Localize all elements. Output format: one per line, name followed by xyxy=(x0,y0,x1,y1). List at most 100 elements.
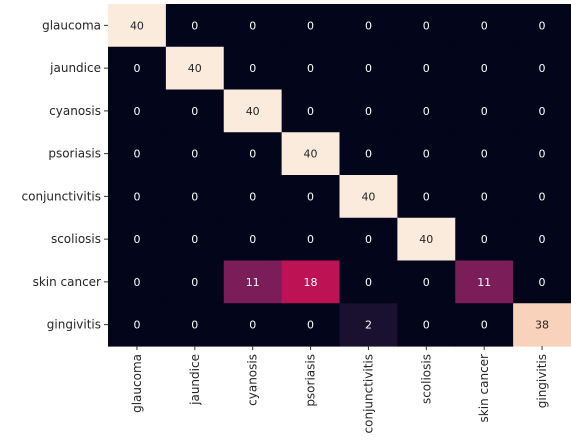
x-axis: glaucoma jaundice cyanosis psoriasis conjunc… xyxy=(130,346,549,433)
cell-value-label: 0 xyxy=(191,190,198,203)
cell-value-label: 0 xyxy=(539,276,546,289)
cell-value-label: 0 xyxy=(133,319,140,332)
heatmap-cell xyxy=(281,46,341,91)
heatmap-cell xyxy=(397,303,456,347)
heatmap-cell xyxy=(223,217,283,262)
heatmap-cell xyxy=(339,303,398,347)
cell-value-label: 40 xyxy=(246,105,260,118)
y-tick-label: cyanosis xyxy=(49,104,101,118)
cell-value-label: 2 xyxy=(365,319,372,332)
heatmap-cell xyxy=(165,217,225,262)
cell-value-label: 0 xyxy=(539,19,546,32)
heatmap-cell xyxy=(455,303,514,347)
cell-value-label: 0 xyxy=(307,62,314,75)
heatmap-cell xyxy=(223,175,283,219)
cell-value-label: 38 xyxy=(535,319,549,332)
heatmap-cells xyxy=(108,4,571,347)
heatmap-cell xyxy=(281,89,341,133)
heatmap-cell xyxy=(513,132,571,176)
heatmap-cell xyxy=(281,132,341,176)
cell-value-label: 0 xyxy=(191,105,198,118)
cell-value-label: 40 xyxy=(188,62,202,75)
cell-value-label: 0 xyxy=(133,233,140,246)
cell-value-label: 0 xyxy=(191,276,198,289)
x-tick-label: glaucoma xyxy=(130,354,144,413)
cell-value-label: 0 xyxy=(133,105,140,118)
cell-value-label: 0 xyxy=(481,105,488,118)
heatmap-cell xyxy=(165,46,225,91)
heatmap-cell xyxy=(165,175,225,219)
cell-value-label: 11 xyxy=(477,276,491,289)
cell-value-label: 0 xyxy=(307,19,314,32)
cell-value-label: 0 xyxy=(307,190,314,203)
y-axis: glaucoma jaundice cyanosis psoriasis conjunc… xyxy=(22,18,108,332)
cell-value-label: 40 xyxy=(304,148,318,161)
heatmap-cell xyxy=(165,260,225,304)
heatmap-cell xyxy=(108,217,167,262)
heatmap-cell xyxy=(108,46,167,91)
heatmap-cell xyxy=(223,4,283,48)
heatmap-cell xyxy=(339,260,398,304)
cell-value-label: 0 xyxy=(423,105,430,118)
cell-value-label: 0 xyxy=(191,148,198,161)
cell-value-label: 0 xyxy=(249,148,256,161)
cell-value-label: 0 xyxy=(481,148,488,161)
y-tick-label: scoliosis xyxy=(51,232,101,246)
cell-value-label: 0 xyxy=(423,319,430,332)
cell-value-label: 0 xyxy=(249,19,256,32)
cell-value-label: 0 xyxy=(249,319,256,332)
heatmap-cell xyxy=(223,132,283,176)
heatmap-cell xyxy=(455,132,514,176)
heatmap-cell xyxy=(455,46,514,91)
y-tick-label: skin cancer xyxy=(33,275,101,289)
cell-value-label: 0 xyxy=(481,319,488,332)
cell-value-label: 0 xyxy=(365,233,372,246)
heatmap-cell xyxy=(455,4,514,48)
heatmap-cell xyxy=(108,89,167,133)
heatmap-cell xyxy=(455,260,514,304)
heatmap-cell xyxy=(397,4,456,48)
x-tick-label: conjunctivitis xyxy=(361,354,375,433)
cell-value-label: 18 xyxy=(304,276,318,289)
heatmap-cell xyxy=(339,46,398,91)
x-tick-label: scoliosis xyxy=(419,354,433,404)
cell-value-label: 0 xyxy=(307,319,314,332)
heatmap-cell xyxy=(281,260,341,304)
heatmap-cell xyxy=(281,303,341,347)
y-tick-label: glaucoma xyxy=(42,18,101,32)
heatmap-cell xyxy=(108,4,167,48)
cell-value-label: 0 xyxy=(539,233,546,246)
cell-value-label: 0 xyxy=(481,190,488,203)
heatmap-cell xyxy=(397,89,456,133)
cell-value-label: 0 xyxy=(423,19,430,32)
heatmap-cell xyxy=(339,4,398,48)
heatmap-cell xyxy=(281,217,341,262)
heatmap-cell xyxy=(108,303,167,347)
x-tick-label: jaundice xyxy=(188,354,202,406)
heatmap-cell xyxy=(165,4,225,48)
cell-value-label: 0 xyxy=(249,233,256,246)
cell-value-label: 0 xyxy=(365,148,372,161)
cell-value-label: 0 xyxy=(191,19,198,32)
y-tick-label: jaundice xyxy=(49,61,101,75)
heatmap-cell xyxy=(339,217,398,262)
cell-value-label: 0 xyxy=(191,233,198,246)
cell-value-label: 0 xyxy=(191,319,198,332)
cell-value-label: 11 xyxy=(246,276,260,289)
heatmap-cell xyxy=(165,132,225,176)
heatmap-cell xyxy=(281,175,341,219)
x-tick-label: psoriasis xyxy=(304,354,318,407)
heatmap-cell xyxy=(223,260,283,304)
cell-value-label: 0 xyxy=(539,62,546,75)
heatmap-cell xyxy=(513,89,571,133)
heatmap-cell xyxy=(108,175,167,219)
cell-value-label: 40 xyxy=(130,19,144,32)
cell-value-label: 0 xyxy=(539,105,546,118)
heatmap-cell xyxy=(165,303,225,347)
heatmap-cell xyxy=(513,303,571,347)
heatmap-cell xyxy=(455,89,514,133)
heatmap-cell xyxy=(397,46,456,91)
heatmap-cell xyxy=(223,303,283,347)
heatmap-cell xyxy=(513,4,571,48)
